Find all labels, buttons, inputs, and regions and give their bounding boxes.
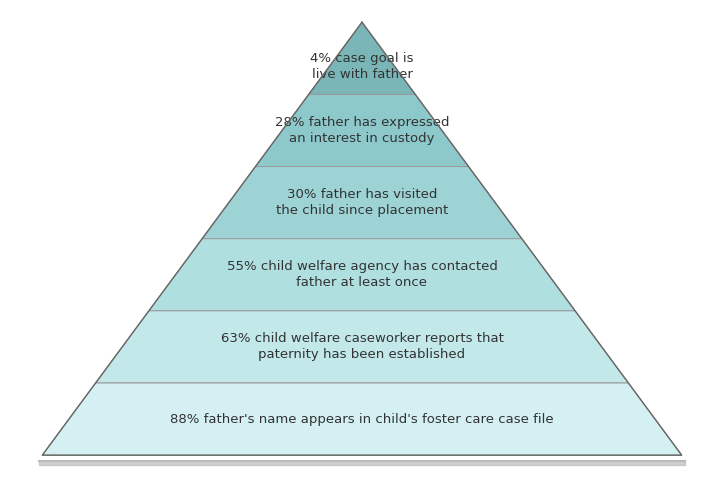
Polygon shape [256,94,468,167]
Text: 63% child welfare caseworker reports that
paternity has been established: 63% child welfare caseworker reports tha… [221,333,503,362]
Polygon shape [96,311,628,383]
Text: 30% father has visited
the child since placement: 30% father has visited the child since p… [276,188,448,217]
Polygon shape [149,239,575,311]
Text: 88% father's name appears in child's foster care case file: 88% father's name appears in child's fos… [170,413,554,426]
Polygon shape [202,167,522,239]
Text: 28% father has expressed
an interest in custody: 28% father has expressed an interest in … [274,116,450,145]
Text: 55% child welfare agency has contacted
father at least once: 55% child welfare agency has contacted f… [227,260,497,289]
Text: 4% case goal is
live with father: 4% case goal is live with father [311,53,413,82]
Polygon shape [42,383,682,455]
Polygon shape [308,22,416,94]
